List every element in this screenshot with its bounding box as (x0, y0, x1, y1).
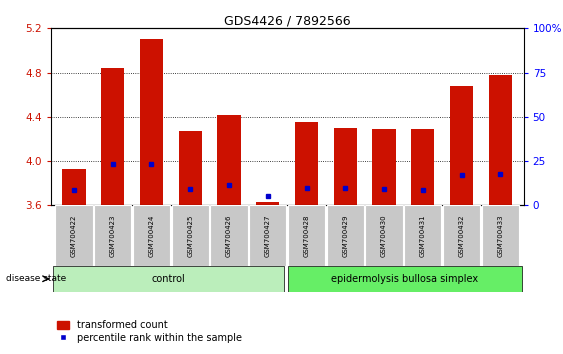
Text: GSM700428: GSM700428 (303, 214, 310, 257)
Bar (172, 205, 209, 266)
Title: GDS4426 / 7892566: GDS4426 / 7892566 (224, 14, 350, 27)
Text: GSM700425: GSM700425 (187, 214, 193, 257)
Bar (249, 205, 287, 266)
Bar (327, 205, 364, 266)
Bar (372, 129, 396, 205)
Bar (482, 205, 519, 266)
Bar (288, 205, 325, 266)
Bar (411, 129, 435, 205)
Bar (295, 122, 318, 205)
Bar (489, 75, 512, 205)
Text: epidermolysis bullosa simplex: epidermolysis bullosa simplex (331, 274, 479, 284)
Text: GSM700423: GSM700423 (110, 214, 115, 257)
Bar (94, 205, 131, 266)
Text: GSM700422: GSM700422 (71, 214, 77, 257)
Bar (288, 266, 522, 292)
Text: GSM700426: GSM700426 (226, 214, 232, 257)
Text: GSM700430: GSM700430 (381, 214, 387, 257)
Bar (133, 205, 170, 266)
Text: GSM700432: GSM700432 (459, 214, 464, 257)
Bar (211, 205, 248, 266)
Bar (55, 205, 92, 266)
Text: disease state: disease state (6, 274, 66, 284)
Bar (52, 266, 284, 292)
Text: GSM700431: GSM700431 (420, 214, 426, 257)
Text: control: control (151, 274, 185, 284)
Legend: transformed count, percentile rank within the sample: transformed count, percentile rank withi… (56, 318, 244, 345)
Bar (256, 202, 279, 205)
Bar (450, 86, 473, 205)
Text: GSM700427: GSM700427 (265, 214, 271, 257)
Text: GSM700424: GSM700424 (149, 214, 154, 257)
Bar (404, 205, 441, 266)
Bar (178, 131, 202, 205)
Text: GSM700429: GSM700429 (342, 214, 348, 257)
Bar (62, 169, 86, 205)
Bar (365, 205, 403, 266)
Bar (334, 128, 357, 205)
Bar (217, 115, 240, 205)
Bar (140, 39, 163, 205)
Bar (101, 68, 124, 205)
Bar (443, 205, 480, 266)
Text: GSM700433: GSM700433 (497, 214, 503, 257)
